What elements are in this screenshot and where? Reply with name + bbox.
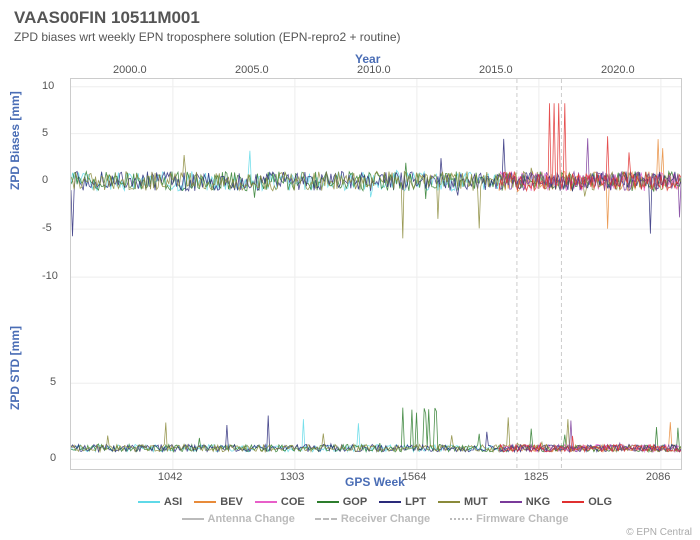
legend-swatch [138,501,160,503]
tick-label: 2000.0 [113,64,147,76]
legend-series-row: ASI BEV COE GOP LPT MUT NKG OLG [70,494,680,511]
legend-item: COE [255,494,305,511]
tick-label: 10 [42,80,54,92]
chart-title: VAAS00FIN 10511M001 [14,8,200,28]
tick-label: -5 [42,222,52,234]
tick-label: -10 [42,270,58,282]
tick-label: 2086 [646,471,670,483]
y2-axis-label: ZPD STD [mm] [8,326,22,410]
legend-item: OLG [562,494,612,511]
tick-label: 5 [50,376,56,388]
legend-change-item: Antenna Change [182,511,295,528]
plot-svg [71,79,681,469]
legend-change-row: Antenna Change Receiver Change Firmware Ch… [70,511,680,528]
tick-label: 5 [42,127,48,139]
legend-swatch [562,501,584,503]
legend-change-item: Receiver Change [315,511,430,528]
tick-label: 0 [42,174,48,186]
legend: ASI BEV COE GOP LPT MUT NKG OLG Antenna Change R… [70,494,680,527]
chart-subtitle: ZPD biases wrt weekly EPN troposphere so… [14,30,401,44]
chart-container: VAAS00FIN 10511M001 ZPD biases wrt weekl… [0,0,700,540]
plot-area [70,78,682,470]
legend-item: BEV [194,494,243,511]
legend-change-swatch [315,518,337,520]
tick-label: 2010.0 [357,64,391,76]
legend-swatch [255,501,277,503]
tick-label: 2015.0 [479,64,513,76]
legend-change-swatch [182,518,204,520]
tick-label: 2005.0 [235,64,269,76]
legend-change-swatch [450,518,472,520]
legend-swatch [500,501,522,503]
legend-item: MUT [438,494,488,511]
tick-label: 1303 [280,471,304,483]
legend-swatch [438,501,460,503]
legend-swatch [194,501,216,503]
tick-label: 1042 [158,471,182,483]
legend-item: NKG [500,494,550,511]
bottom-axis-label: GPS Week [345,475,405,489]
legend-item: GOP [317,494,367,511]
tick-label: 1825 [524,471,548,483]
tick-label: 2020.0 [601,64,635,76]
legend-item: ASI [138,494,182,511]
legend-item: LPT [379,494,426,511]
y1-axis-label: ZPD Biases [mm] [8,91,22,190]
tick-label: 1564 [402,471,426,483]
legend-change-item: Firmware Change [450,511,568,528]
tick-label: 0 [50,452,56,464]
legend-swatch [317,501,339,503]
credit-text: © EPN Central [626,527,692,538]
legend-swatch [379,501,401,503]
